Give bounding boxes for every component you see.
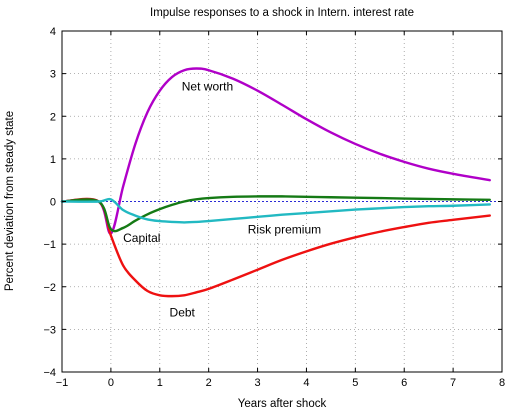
y-tick-label: 1 <box>50 154 56 166</box>
y-tick-label: 2 <box>50 111 56 123</box>
x-tick-label: 0 <box>108 377 114 389</box>
x-tick-label: 5 <box>352 377 358 389</box>
annotation-risk-premium: Risk premium <box>248 222 321 236</box>
y-tick-label: −1 <box>43 239 56 251</box>
y-tick-label: −4 <box>43 367 56 379</box>
x-axis-ticks: −1 0 1 2 3 4 5 6 7 8 <box>56 31 505 389</box>
y-tick-label: 4 <box>50 26 56 38</box>
x-tick-label: 1 <box>157 377 163 389</box>
x-tick-label: 7 <box>450 377 456 389</box>
x-tick-label: −1 <box>56 377 69 389</box>
annotation-capital: Capital <box>123 231 160 245</box>
y-tick-label: 0 <box>50 197 56 209</box>
series-line-risk-premium <box>60 197 491 224</box>
annotation-debt: Debt <box>170 306 196 320</box>
y-axis-label: Percent deviation from steady state <box>4 111 16 291</box>
series-line-debt <box>60 197 491 298</box>
series-line-net-worth <box>60 67 491 235</box>
annotation-net-worth: Net worth <box>182 80 233 94</box>
y-axis-ticks: −4 −3 −2 −1 0 1 2 3 4 <box>43 26 502 379</box>
series-lines <box>60 67 491 298</box>
y-tick-label: 3 <box>50 69 56 81</box>
x-axis-label: Years after shock <box>238 398 327 410</box>
series-annotations: Net worth Capital Risk premium Debt <box>123 80 321 320</box>
x-tick-label: 6 <box>401 377 407 389</box>
series-line-capital <box>60 195 491 233</box>
y-tick-label: −2 <box>43 282 56 294</box>
x-tick-label: 4 <box>303 377 309 389</box>
chart-title: Impulse responses to a shock in Intern. … <box>150 7 414 19</box>
x-tick-label: 8 <box>499 377 505 389</box>
x-tick-label: 2 <box>206 377 212 389</box>
y-tick-label: −3 <box>43 324 56 336</box>
x-tick-label: 3 <box>254 377 260 389</box>
